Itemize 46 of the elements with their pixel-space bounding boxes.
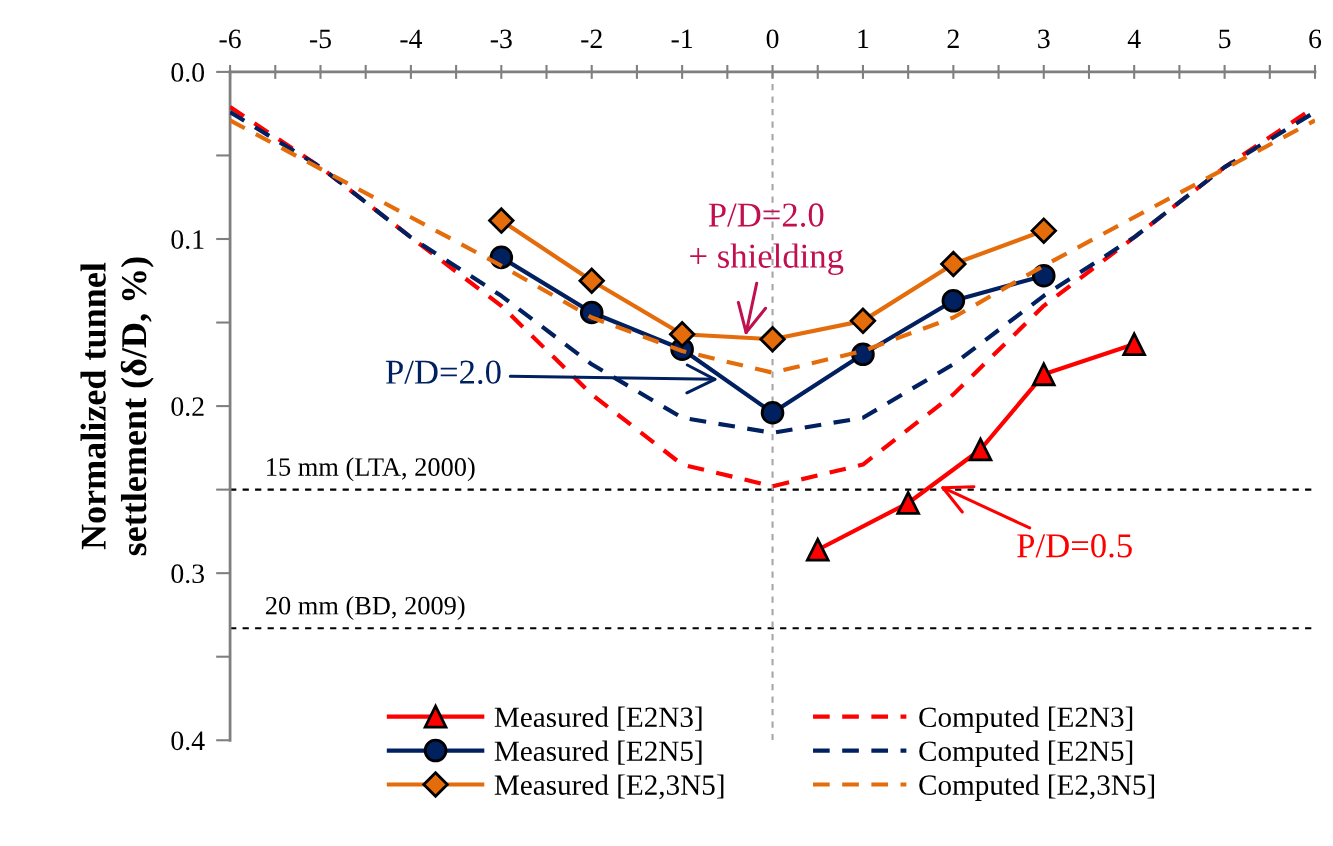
point: [488, 207, 515, 234]
point: [1030, 217, 1057, 244]
x-tick-label: -3: [490, 29, 512, 49]
ref-line-label: 15 mm (LTA, 2000): [267, 457, 475, 482]
annotation: P/D=2.0 + shielding: [690, 203, 844, 276]
point: [759, 326, 786, 353]
point: [1031, 360, 1057, 387]
point: [1031, 263, 1056, 288]
x-tick-label: 5: [1219, 29, 1231, 49]
point: [968, 437, 993, 462]
legend-label: Computed [E2N5]: [919, 740, 1133, 767]
x-tick-label: 1: [858, 29, 869, 48]
x-tick-label: -6: [219, 29, 241, 49]
y-tick-label: 0.0: [171, 63, 205, 82]
legend-label: Computed [E2N3]: [919, 706, 1133, 734]
point: [896, 491, 920, 515]
x-tick-label: 0: [766, 29, 779, 49]
x-tick-label: 4: [1127, 29, 1141, 48]
x-tick-label: -1: [671, 29, 693, 48]
point: [578, 267, 605, 294]
x-tick-label: 6: [1309, 29, 1322, 49]
legend-label: Measured [E2N5]: [494, 740, 702, 765]
point: [760, 400, 785, 425]
point: [940, 250, 967, 278]
x-tick-label: 3: [1038, 29, 1050, 49]
point: [941, 289, 966, 313]
x-tick-label: -5: [309, 29, 331, 49]
point: [851, 342, 875, 367]
ref-line-label: 20 mm (BD, 2009): [265, 596, 465, 620]
annotation: P/D=0.5: [1017, 534, 1132, 558]
point: [1122, 332, 1146, 357]
legend-label: Measured [E2,3N5]: [494, 774, 724, 800]
annotation: P/D=2.0: [385, 360, 501, 385]
legend-label: Computed [E2,3N5]: [919, 774, 1155, 801]
y-tick-label: 0.4: [171, 731, 205, 751]
point: [668, 321, 696, 348]
x-tick-label: -4: [400, 29, 423, 48]
x-tick-label: 2: [947, 29, 959, 48]
point: [849, 307, 877, 335]
point: [805, 537, 830, 562]
y-tick-label: 0.2: [171, 397, 204, 417]
y-tick-label: 0.3: [171, 564, 204, 584]
y-tick-label: 0.1: [171, 230, 204, 250]
y-axis-title: Normalized tunnel settlement (δ/D, %): [80, 257, 154, 556]
x-tick-label: -2: [581, 29, 602, 48]
legend-label: Measured [E2N3]: [494, 706, 702, 731]
